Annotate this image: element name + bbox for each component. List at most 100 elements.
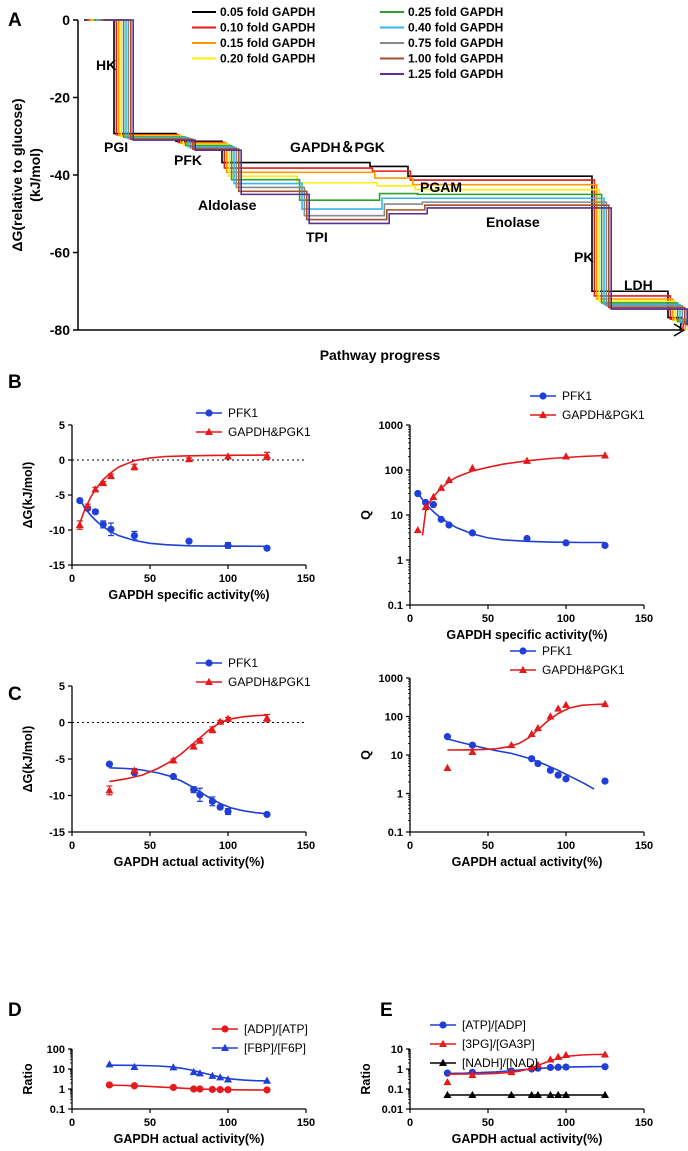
a-y-label-line1: ΔG(relative to glucose) bbox=[9, 98, 25, 251]
a-legend-label: 0.25 fold GAPDH bbox=[408, 5, 503, 19]
a-series-line-7 bbox=[100, 19, 688, 325]
panel-b-left-x-tick-label: 50 bbox=[144, 573, 156, 585]
panel-c-right-point-circle bbox=[528, 755, 536, 763]
panel-b-left-point-circle bbox=[224, 541, 232, 550]
panel-b-right-x-label: GAPDH specific activity(%) bbox=[446, 628, 607, 642]
panel-b-right-fit-curve-1 bbox=[421, 454, 606, 536]
panel-b-right-point-triangle bbox=[429, 492, 438, 501]
a-y-label: ΔG(relative to glucose) (kJ/mol) bbox=[9, 98, 43, 251]
panel-c-right-x-tick-label: 100 bbox=[557, 840, 575, 852]
panel-c-right-y-tick-label: 1000 bbox=[379, 673, 403, 685]
panel-b-right-legend-label: GAPDH&PGK1 bbox=[562, 408, 645, 422]
panel-b-right-point-circle bbox=[414, 489, 422, 498]
panel-b-right-y-label: Q bbox=[359, 510, 373, 520]
panel-d-legend-label: [ADP]/[ATP] bbox=[244, 1022, 308, 1036]
a-step-annotation: HK bbox=[96, 57, 116, 73]
panel-e-y-tick-label: 10 bbox=[391, 1044, 403, 1056]
panel-c-right-point-circle bbox=[546, 766, 555, 774]
panel-c-left-point-triangle bbox=[130, 766, 139, 774]
a-legend-label: 0.20 fold GAPDH bbox=[220, 52, 315, 66]
panel-c-right-y-tick-label: 1 bbox=[397, 789, 403, 801]
panel-e-y-tick-label: 1 bbox=[397, 1064, 403, 1076]
panel-c-left-point-circle bbox=[224, 807, 232, 816]
panel-c-left-point-circle bbox=[208, 797, 216, 805]
panel-b-left-point-circle bbox=[76, 497, 84, 505]
a-series-line-0 bbox=[84, 19, 683, 331]
panel-e-point-triangle bbox=[507, 1090, 516, 1099]
panel-e-x-label: GAPDH actual activity(%) bbox=[452, 1132, 603, 1146]
panel-d-point-circle bbox=[105, 1081, 114, 1089]
panel-c-right-point-triangle bbox=[507, 740, 516, 749]
panel-c-right-y-tick-label: 0.1 bbox=[388, 827, 403, 839]
panel-c-left-fit-curve-1 bbox=[109, 714, 268, 783]
a-legend-label: 0.10 fold GAPDH bbox=[220, 21, 315, 35]
panel-label-B: B bbox=[8, 372, 22, 393]
panel-e-legend-marker bbox=[439, 1039, 447, 1047]
panel-b-right-x-tick-label: 50 bbox=[482, 613, 494, 625]
panel-b-left-fit-curve-1 bbox=[79, 454, 268, 524]
panel-b-right-point-circle bbox=[468, 529, 476, 537]
panel-d: 100 10 1 0.1 0 50 100 150 GAPDH actual activity(… bbox=[21, 1022, 315, 1146]
panel-c-left-point-triangle bbox=[224, 714, 232, 722]
a-y-tick-label: -20 bbox=[50, 90, 70, 106]
panel-b-right-y-tick-label: 0.1 bbox=[388, 600, 403, 612]
panel-c-right-legend-marker bbox=[519, 647, 527, 655]
panel-b-left-point-circle bbox=[99, 520, 107, 529]
panel-b-left-legend-marker bbox=[205, 427, 213, 435]
panel-c-left-x-tick-label: 50 bbox=[144, 840, 156, 852]
panel-b-right-y-tick-label: 100 bbox=[385, 465, 403, 477]
panel-b-left-point-triangle bbox=[107, 471, 115, 480]
panel-c-right-x-tick-label: 0 bbox=[407, 840, 413, 852]
panel-b-left-y-tick-label: 0 bbox=[59, 455, 65, 467]
panel-c-left-legend-marker bbox=[205, 677, 213, 685]
panel-b-left-point-triangle bbox=[91, 485, 100, 493]
panel-d-legend-marker bbox=[221, 1043, 229, 1051]
panel-b-left-x-tick-label: 100 bbox=[219, 573, 237, 585]
panel-c-left-y-tick-label: -10 bbox=[49, 791, 65, 803]
panel-e-x-tick-label: 0 bbox=[407, 1117, 413, 1129]
panel-d-point-circle bbox=[190, 1085, 198, 1093]
panel-e-point-circle bbox=[443, 1069, 452, 1077]
panel-d-y-tick-label: 10 bbox=[53, 1064, 65, 1076]
panel-b-left-point-triangle bbox=[99, 478, 108, 487]
panel-b-right-point-circle bbox=[445, 521, 453, 529]
panel-c-right: 1000 100 10 1 0.1 0 50 100 150 GAPDH actual activ… bbox=[359, 644, 653, 869]
panel-d-point-triangle bbox=[216, 1073, 225, 1081]
panel-c-left-point-circle bbox=[190, 786, 198, 794]
panel-e-point-triangle bbox=[601, 1050, 609, 1058]
panel-c-right-point-triangle bbox=[468, 747, 477, 755]
panel-c-left-y-label: ΔG(kJ/mol) bbox=[21, 726, 35, 793]
a-step-annotation: GAPDH＆PGK bbox=[290, 139, 385, 155]
panel-c-right-legend-label: PFK1 bbox=[542, 644, 572, 658]
panel-b-right-y-tick-label: 10 bbox=[391, 510, 403, 522]
panel-label-D: D bbox=[8, 1000, 22, 1021]
a-legend-label: 0.05 fold GAPDH bbox=[220, 5, 315, 19]
panel-b-right-point-triangle bbox=[421, 502, 430, 511]
panel-c-left-legend-label: PFK1 bbox=[228, 656, 258, 670]
panel-d-x-tick-label: 0 bbox=[69, 1117, 75, 1129]
panel-e-legend-marker bbox=[439, 1058, 447, 1066]
panel-d-y-label: Ratio bbox=[21, 1063, 35, 1095]
panel-e-point-triangle bbox=[562, 1090, 570, 1099]
panel-c-left-point-triangle bbox=[195, 736, 204, 744]
panel-e-y-tick-label: 0.01 bbox=[382, 1104, 403, 1116]
panel-c-left-point-triangle bbox=[105, 786, 114, 794]
panel-c-right-legend-marker bbox=[519, 665, 527, 673]
panel-c-right-point-triangle bbox=[601, 699, 609, 708]
a-series-line-8 bbox=[103, 19, 688, 326]
panel-d-point-circle bbox=[196, 1085, 204, 1093]
panel-e-point-triangle bbox=[443, 1090, 452, 1099]
panel-e-legend-label: [3PG]/[GA3P] bbox=[462, 1037, 535, 1051]
a-step-annotation: PK bbox=[574, 249, 593, 265]
panel-c-left-x-tick-label: 100 bbox=[219, 840, 237, 852]
panel-e-point-triangle bbox=[527, 1063, 536, 1071]
panel-b-right-legend-marker bbox=[539, 392, 547, 400]
panel-b-right-point-circle bbox=[437, 515, 445, 523]
panel-d-point-triangle bbox=[208, 1071, 217, 1079]
panel-c-left-y-tick-label: 0 bbox=[59, 718, 65, 730]
panel-b-left-point-triangle bbox=[75, 520, 84, 529]
panel-b-left-point-circle bbox=[130, 532, 138, 540]
panel-e: 10 1 0.1 0.01 0 50 100 150 GAPDH actual activity… bbox=[359, 1018, 653, 1146]
a-legend-label: 1.25 fold GAPDH bbox=[408, 67, 503, 81]
